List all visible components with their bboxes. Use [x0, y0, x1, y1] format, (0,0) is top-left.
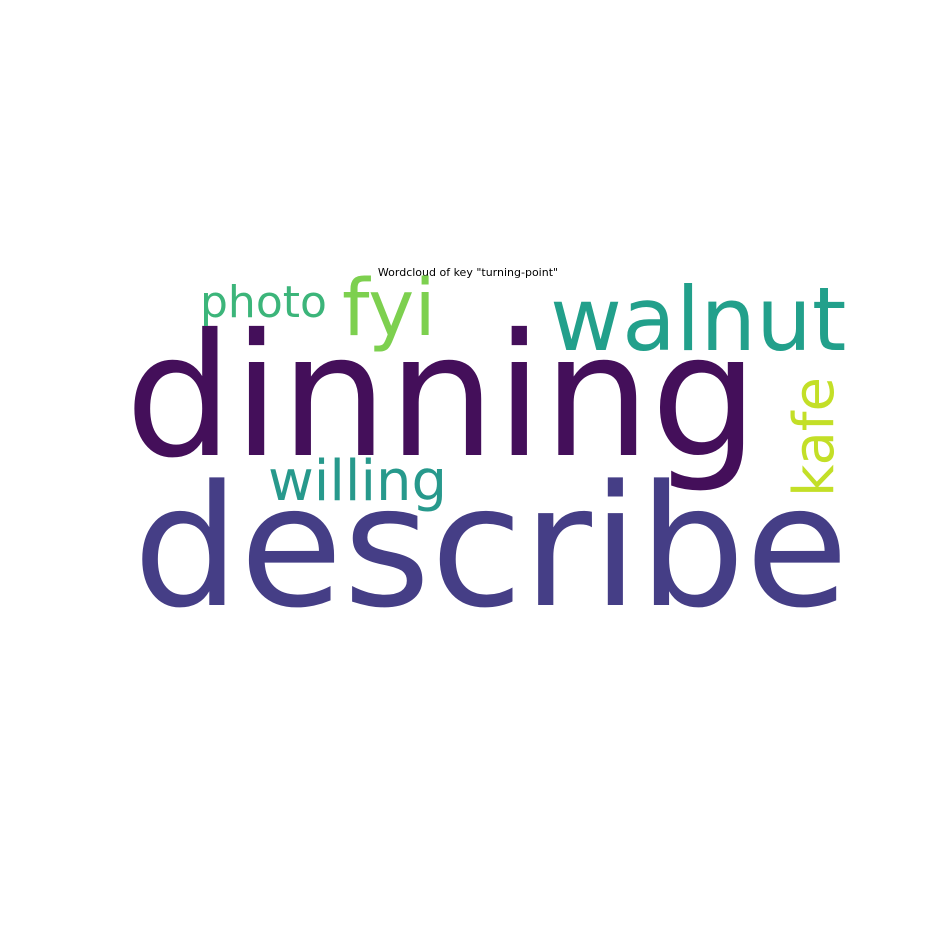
word-fyi: fyi — [342, 264, 436, 354]
word-describe: describe — [133, 449, 849, 645]
word-photo: photo — [200, 277, 327, 328]
word-willing: willing — [268, 449, 447, 514]
word-walnut: walnut — [550, 268, 846, 371]
word-kafe: kafe — [782, 377, 847, 497]
chart-title: Wordcloud of key "turning-point" — [377, 266, 559, 279]
word-dinning: dinning — [125, 298, 759, 496]
